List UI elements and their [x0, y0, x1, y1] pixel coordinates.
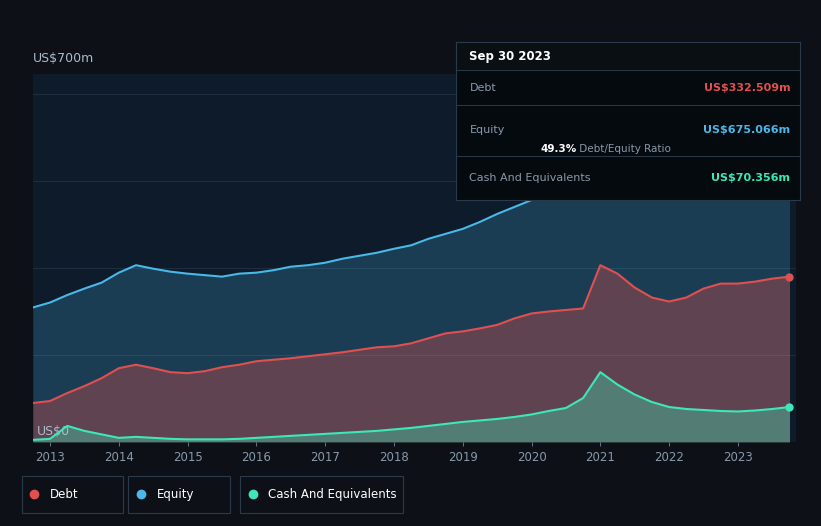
- Text: Debt: Debt: [470, 83, 496, 93]
- Text: Cash And Equivalents: Cash And Equivalents: [470, 173, 591, 183]
- Text: 49.3%: 49.3%: [540, 144, 576, 155]
- Text: US$700m: US$700m: [33, 52, 94, 65]
- Text: Cash And Equivalents: Cash And Equivalents: [268, 488, 397, 501]
- Text: Equity: Equity: [157, 488, 194, 501]
- Text: Debt: Debt: [49, 488, 78, 501]
- Bar: [456, 42, 800, 70]
- Text: US$332.509m: US$332.509m: [704, 83, 790, 93]
- Bar: [241, 476, 403, 513]
- Text: Debt/Equity Ratio: Debt/Equity Ratio: [576, 144, 672, 155]
- Text: Sep 30 2023: Sep 30 2023: [470, 50, 552, 63]
- Text: US$675.066m: US$675.066m: [703, 125, 790, 136]
- Text: US$0: US$0: [37, 425, 70, 438]
- Bar: [128, 476, 230, 513]
- Text: US$70.356m: US$70.356m: [711, 173, 790, 183]
- Text: Equity: Equity: [470, 125, 505, 136]
- Bar: [21, 476, 123, 513]
